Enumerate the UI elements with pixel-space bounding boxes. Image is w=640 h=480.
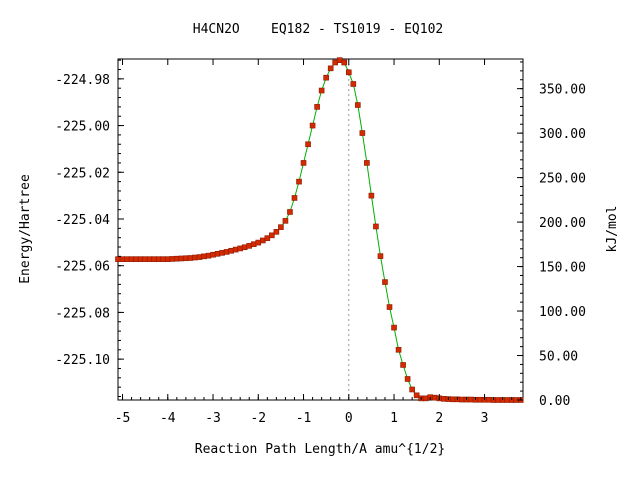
data-point xyxy=(355,102,361,108)
y-axis-left: -224.98 -225.00 -225.02 -225.04 -225.06 -225.… xyxy=(55,59,124,397)
x-tick-label: -4 xyxy=(160,411,176,426)
y-axis-label: Energy/Hartree xyxy=(18,174,33,284)
y2-tick-label: 0.00 xyxy=(539,394,570,409)
y2-tick-label: 150.00 xyxy=(539,261,586,276)
y-tick-label: -225.06 xyxy=(55,260,110,275)
data-point xyxy=(373,223,379,230)
data-points xyxy=(115,57,524,403)
chart-title: H4CN2O EQ182 - TS1019 - EQ102 xyxy=(193,22,443,37)
data-point xyxy=(305,141,311,148)
data-point xyxy=(273,229,280,235)
data-point xyxy=(350,81,357,87)
data-point xyxy=(359,130,366,136)
curve-layer xyxy=(118,59,521,401)
x-tick-label: 1 xyxy=(390,411,398,426)
data-point xyxy=(300,160,307,166)
plot-frame xyxy=(117,58,524,401)
y-tick-label: -225.10 xyxy=(55,353,110,368)
data-point xyxy=(327,65,334,72)
y2-tick-label: 250.00 xyxy=(539,172,586,187)
x-tick-label: -1 xyxy=(296,411,312,426)
y-tick-label: -225.02 xyxy=(55,166,110,181)
data-point xyxy=(404,376,411,382)
y2-axis-label: kJ/mol xyxy=(605,206,620,253)
data-point xyxy=(345,69,352,76)
y-tick-label: -225.00 xyxy=(55,120,110,135)
data-point xyxy=(287,209,293,215)
data-point xyxy=(264,235,271,241)
data-point xyxy=(278,224,284,230)
data-point xyxy=(382,279,388,285)
data-point xyxy=(386,304,393,310)
data-point xyxy=(364,160,370,166)
data-point xyxy=(282,218,289,224)
data-point xyxy=(269,232,275,239)
data-point xyxy=(296,178,302,185)
energy-curve xyxy=(118,59,521,401)
data-point xyxy=(309,122,316,129)
data-point xyxy=(323,74,329,81)
plot-area xyxy=(117,58,524,401)
x-axis-label: Reaction Path Length/A amu^{1/2} xyxy=(195,442,445,457)
data-point xyxy=(318,87,325,94)
data-point xyxy=(409,386,415,393)
data-point xyxy=(291,195,298,201)
y-tick-label: -225.04 xyxy=(55,213,110,228)
data-point xyxy=(400,362,406,368)
data-point xyxy=(395,346,402,353)
x-tick-label: 2 xyxy=(435,411,443,426)
y-axis-right: 0.00 50.00 100.00 150.00 200.00 250.00 300.00 3… xyxy=(517,61,586,409)
data-point xyxy=(391,324,397,331)
x-tick-label: -2 xyxy=(250,411,266,426)
x-tick-label: -5 xyxy=(115,411,131,426)
data-point xyxy=(413,392,420,399)
data-point xyxy=(368,192,375,199)
data-point xyxy=(314,104,320,110)
y2-tick-label: 50.00 xyxy=(539,350,578,365)
x-axis: -5 -4 -3 -2 -1 0 1 2 3 xyxy=(115,59,522,426)
y2-tick-label: 200.00 xyxy=(539,216,586,231)
y2-tick-label: 100.00 xyxy=(539,305,586,320)
x-tick-label: 3 xyxy=(481,411,489,426)
y2-tick-label: 350.00 xyxy=(539,83,586,98)
y-tick-label: -225.08 xyxy=(55,306,110,321)
data-point xyxy=(341,59,348,66)
data-point xyxy=(377,253,384,259)
y2-tick-label: 300.00 xyxy=(539,127,586,142)
x-tick-label: -3 xyxy=(205,411,221,426)
x-tick-label: 0 xyxy=(345,411,353,426)
y-tick-label: -224.98 xyxy=(55,73,110,88)
